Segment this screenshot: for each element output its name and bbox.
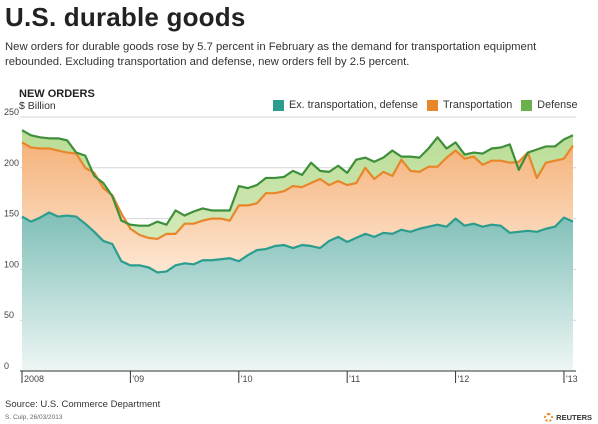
chart-title: NEW ORDERS [19, 88, 95, 100]
reuters-logo-text: REUTERS [556, 413, 592, 422]
defense-line [21, 129, 574, 227]
credit-note: S. Culp, 26/03/2013 [5, 414, 63, 421]
x-tick-label-1: '09 [132, 374, 144, 384]
defense-area [22, 130, 573, 239]
legend-item-transportation: Transportation [427, 99, 512, 111]
y-tick-label-0: 0 [4, 361, 9, 371]
page-subtitle: New orders for durable goods rose by 5.7… [5, 41, 537, 68]
x-tick-label-2: '10 [241, 374, 253, 384]
page-title: U.S. durable goods [5, 2, 246, 32]
y-tick-label-200: 200 [4, 158, 19, 168]
legend-swatch-defense [521, 99, 533, 111]
ex-transportation-line [21, 211, 574, 274]
x-tick-label-5: '13 [566, 374, 578, 384]
reuters-logo: REUTERS [544, 413, 592, 422]
legend-label-transportation: Transportation [443, 99, 513, 111]
source-note: Source: U.S. Commerce Department [5, 399, 161, 410]
y-axis-label: $ Billion [19, 100, 56, 112]
legend-swatch-ex-transportation [273, 99, 284, 111]
legend-item-ex-transportation: Ex. transportation, defense [273, 99, 418, 111]
legend-swatch-transportation [427, 99, 439, 111]
y-tick-label-150: 150 [4, 209, 19, 219]
x-tick-label-4: '12 [458, 374, 470, 384]
transportation-area [22, 142, 573, 273]
ex-transportation-area [22, 212, 573, 371]
reuters-dots-icon [544, 413, 554, 422]
legend: Ex. transportation, defense Transportati… [273, 99, 586, 111]
x-tick-label-3: '11 [349, 374, 360, 384]
y-tick-label-100: 100 [4, 259, 19, 269]
legend-label-ex-transportation: Ex. transportation, defense [289, 99, 419, 111]
legend-item-defense: Defense [521, 99, 577, 111]
x-tick-label-0: 2008 [24, 374, 44, 384]
legend-label-defense: Defense [537, 99, 578, 111]
y-tick-label-50: 50 [4, 310, 14, 320]
y-tick-label-250: 250 [4, 107, 19, 117]
